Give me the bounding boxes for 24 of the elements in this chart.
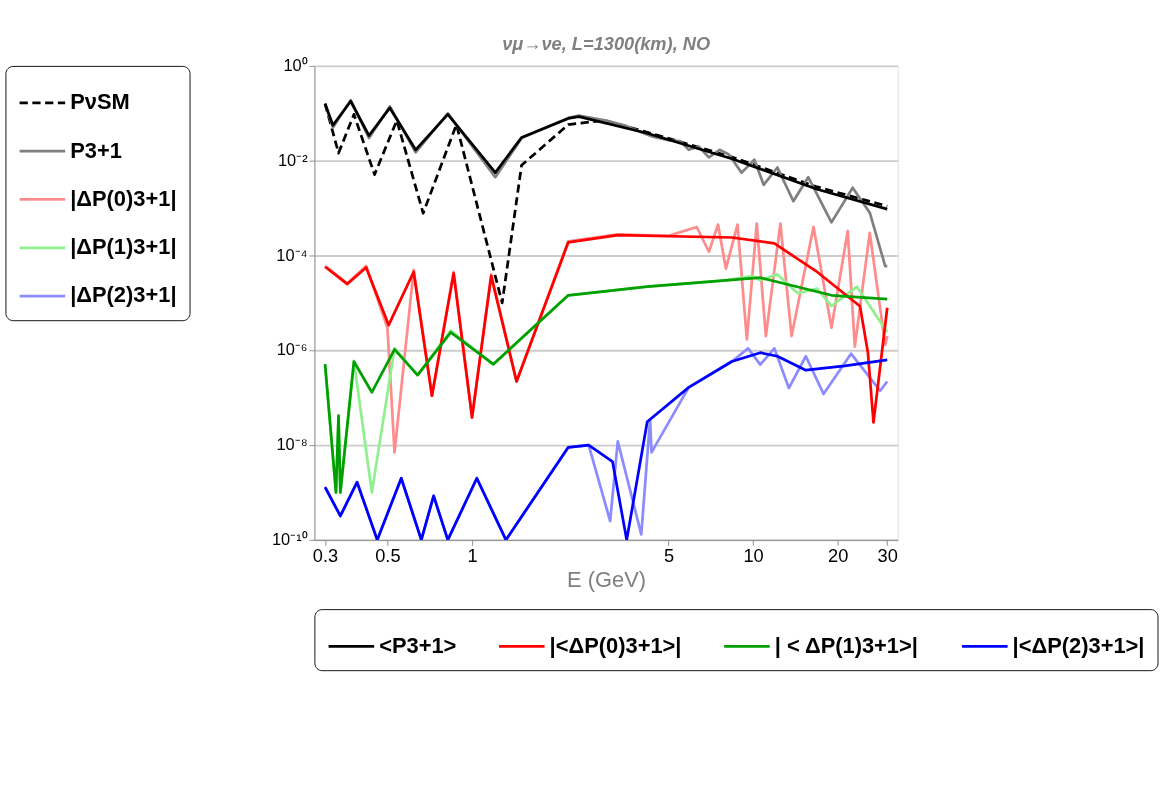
x-tick-label: 20 — [828, 546, 849, 567]
x-tick-label: 5 — [663, 546, 675, 567]
x-tick-label: 30 — [877, 546, 898, 567]
x-tick-label: 0.5 — [375, 546, 401, 567]
y-tick-label: 10⁻¹⁰ — [271, 529, 308, 548]
chart-title: νμ→νe, L=1300(km), NO — [502, 34, 711, 55]
x-axis-title: E (GeV) — [567, 566, 647, 592]
y-tick-label: 10⁰ — [283, 55, 308, 74]
legend-label: |ΔP(1)3+1| — [70, 234, 177, 260]
legend-label: P3+1 — [70, 137, 122, 163]
x-tick-label: 0.3 — [312, 546, 339, 567]
y-tick-label: 10⁻⁶ — [276, 340, 308, 359]
y-tick-label: 10⁻⁴ — [276, 245, 308, 264]
legend-label: |ΔP(2)3+1| — [70, 282, 177, 308]
legend-label: |<ΔP(0)3+1>| — [549, 632, 682, 658]
y-tick-label: 10⁻⁸ — [276, 435, 308, 454]
legend-label: PνSM — [70, 89, 130, 115]
legend-label: |<ΔP(2)3+1>| — [1012, 632, 1145, 658]
x-tick-label: 10 — [743, 546, 764, 567]
x-tick-label: 1 — [467, 546, 478, 567]
legend-label: |ΔP(0)3+1| — [70, 185, 177, 211]
legend-label: <P3+1> — [379, 632, 457, 658]
y-tick-label: 10⁻² — [277, 150, 309, 169]
legend-label: | < ΔP(1)3+1>| — [774, 632, 918, 658]
